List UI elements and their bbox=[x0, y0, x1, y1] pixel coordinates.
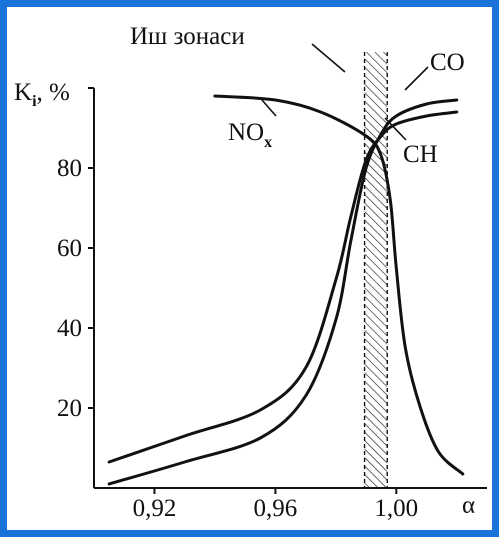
series-label-nox: NOx bbox=[228, 119, 272, 151]
y-tick-label: 40 bbox=[57, 315, 82, 342]
y-tick-label: 60 bbox=[57, 235, 82, 262]
y-axis-label-unit: , % bbox=[37, 79, 70, 106]
series-label-nox-sub: x bbox=[264, 134, 272, 151]
x-tick-label: 0,92 bbox=[133, 495, 177, 522]
y-axis-label-main: K bbox=[14, 79, 32, 106]
y-axis-label: Ki, % bbox=[14, 79, 70, 110]
y-axis-label-sub: i bbox=[32, 93, 37, 110]
y-tick-label: 80 bbox=[57, 155, 82, 182]
series-label-nox-main: NO bbox=[228, 119, 264, 146]
zone-label: Иш зонаси bbox=[130, 23, 245, 50]
series-label-ch: CH bbox=[403, 141, 438, 168]
y-tick-label: 20 bbox=[57, 395, 82, 422]
operating-zone-hatch bbox=[364, 52, 388, 488]
series-leader-ch bbox=[384, 117, 407, 141]
series-leader-co bbox=[404, 66, 429, 91]
x-tick-label: 0,96 bbox=[254, 495, 298, 522]
series-line-ch bbox=[107, 110, 459, 464]
series-line-nox bbox=[213, 94, 465, 476]
x-tick-label: 1,00 bbox=[374, 495, 418, 522]
series-label-co: CO bbox=[430, 49, 465, 76]
zone-leader-line bbox=[311, 43, 346, 73]
x-axis-label: α bbox=[462, 492, 475, 519]
series-line-co bbox=[107, 98, 459, 486]
series-leader-nox bbox=[261, 99, 277, 117]
